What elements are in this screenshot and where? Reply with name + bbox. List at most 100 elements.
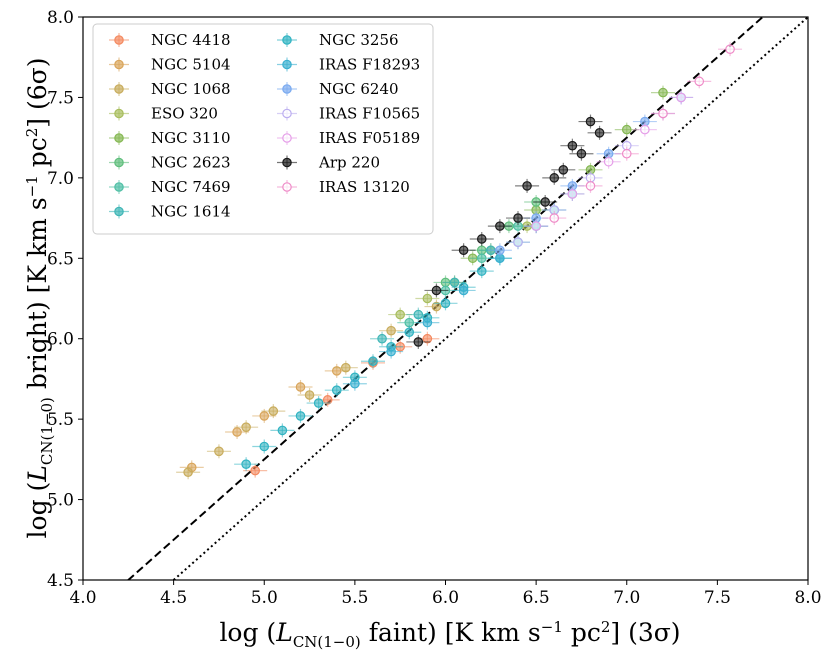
data-point [431,301,442,312]
data-point [377,333,387,344]
legend-label: NGC 4418 [151,31,231,49]
legend-marker [282,35,292,45]
x-tick-label: 7.0 [613,588,640,608]
legend-item: NGC 2623 [109,154,231,172]
x-tick-label: 4.5 [160,588,187,608]
x-tick-label: 5.5 [341,588,368,608]
data-point [413,337,424,347]
data-point [658,87,668,98]
data-point [522,181,532,191]
legend-marker [282,133,292,143]
legend-marker [114,35,124,45]
legend-item: IRAS F18293 [277,56,420,74]
data-point [277,425,288,436]
data-point [458,245,469,256]
series-arp-220 [406,114,612,349]
x-tick-label: 5.0 [251,588,278,608]
data-point [621,148,632,159]
data-point [259,411,270,421]
data-point [576,148,587,159]
data-point [540,197,550,207]
x-tick-label: 8.0 [794,588,821,608]
y-tick-label: 6.0 [47,330,74,350]
data-point [725,44,735,54]
legend-marker [114,59,124,70]
data-point [621,124,632,135]
data-point [549,213,560,223]
legend-label: IRAS F05189 [319,129,420,147]
data-point [513,213,523,223]
legend-item: NGC 4418 [109,31,231,49]
data-point [431,285,442,296]
legend-label: IRAS F18293 [319,56,420,74]
series-iras-f05189 [524,90,694,234]
y-tick-label: 5.5 [47,410,74,430]
data-point [549,173,560,183]
data-point [268,406,279,416]
x-tick-label: 4.0 [69,588,96,608]
data-point [513,237,523,247]
legend-item: NGC 3110 [109,129,231,147]
data-point [458,285,469,296]
data-point [232,427,242,437]
legend-marker [114,84,124,94]
data-point [495,221,505,231]
data-point [413,309,424,320]
data-point [476,234,487,244]
y-tick-label: 5.0 [47,491,74,511]
data-point [295,382,306,392]
data-point [449,277,460,288]
data-point [495,245,505,256]
data-point [331,366,342,376]
data-point [603,156,614,167]
legend-box [92,23,434,235]
y-tick-label: 7.5 [47,88,74,108]
legend-item: NGC 7469 [109,178,231,196]
data-point [594,128,605,138]
legend-label: NGC 2623 [151,154,231,172]
data-point [295,411,306,421]
data-point [313,398,324,408]
legend-marker [114,108,124,119]
data-point [567,140,578,151]
legend-label: NGC 3110 [151,129,231,147]
legend-label: NGC 5104 [151,56,231,74]
data-point [395,309,405,320]
data-point [585,181,596,191]
series-ngc-5104 [179,363,349,475]
legend-item: NGC 1068 [109,80,231,98]
data-point [214,446,224,457]
data-point [322,395,333,405]
series-ngc-4418 [243,331,440,478]
reference-lines [126,17,808,580]
data-point [241,459,251,469]
legend-label: NGC 7469 [151,178,231,196]
legend-label: NGC 1614 [151,203,231,221]
x-axis-title: log (LCN(1−0) faint) [K km s−1 pc2] (3σ) [219,618,680,651]
legend-marker [114,157,124,168]
data-point [304,390,315,400]
legend-label: IRAS 13120 [319,178,410,196]
legend-item: NGC 6240 [277,80,399,98]
legend-marker [282,157,292,168]
data-point [640,124,650,135]
legend-marker [114,182,124,192]
y-tick-label: 6.5 [47,249,74,269]
data-point [676,92,686,103]
data-point [386,325,396,336]
data-point [422,317,433,328]
series-ngc-2623 [433,194,549,290]
data-point [694,76,705,87]
legend-label: NGC 6240 [319,80,399,98]
data-point [368,356,378,367]
y-axis-title: log (LCN(1−0) bright) [K km s−1 pc2] (6σ… [23,58,56,539]
legend-label: ESO 320 [151,105,218,123]
series-iras-13120 [542,42,743,226]
legend-marker [282,108,292,119]
data-point [259,441,270,452]
legend-item: IRAS F05189 [277,129,420,147]
x-tick-label: 6.0 [432,588,459,608]
data-point [183,467,193,478]
data-point [250,465,260,476]
